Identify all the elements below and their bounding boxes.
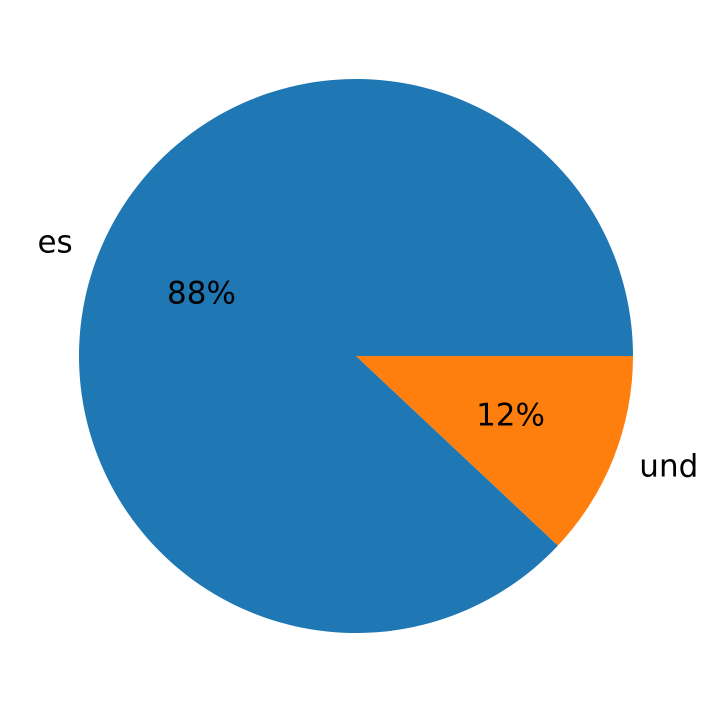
slice-label: es <box>37 224 72 260</box>
pie-slice <box>79 79 633 634</box>
value-label: 12% <box>476 398 545 434</box>
pie-slice <box>356 356 633 546</box>
value-label: 88% <box>167 275 236 311</box>
slice-label: und <box>639 449 698 485</box>
